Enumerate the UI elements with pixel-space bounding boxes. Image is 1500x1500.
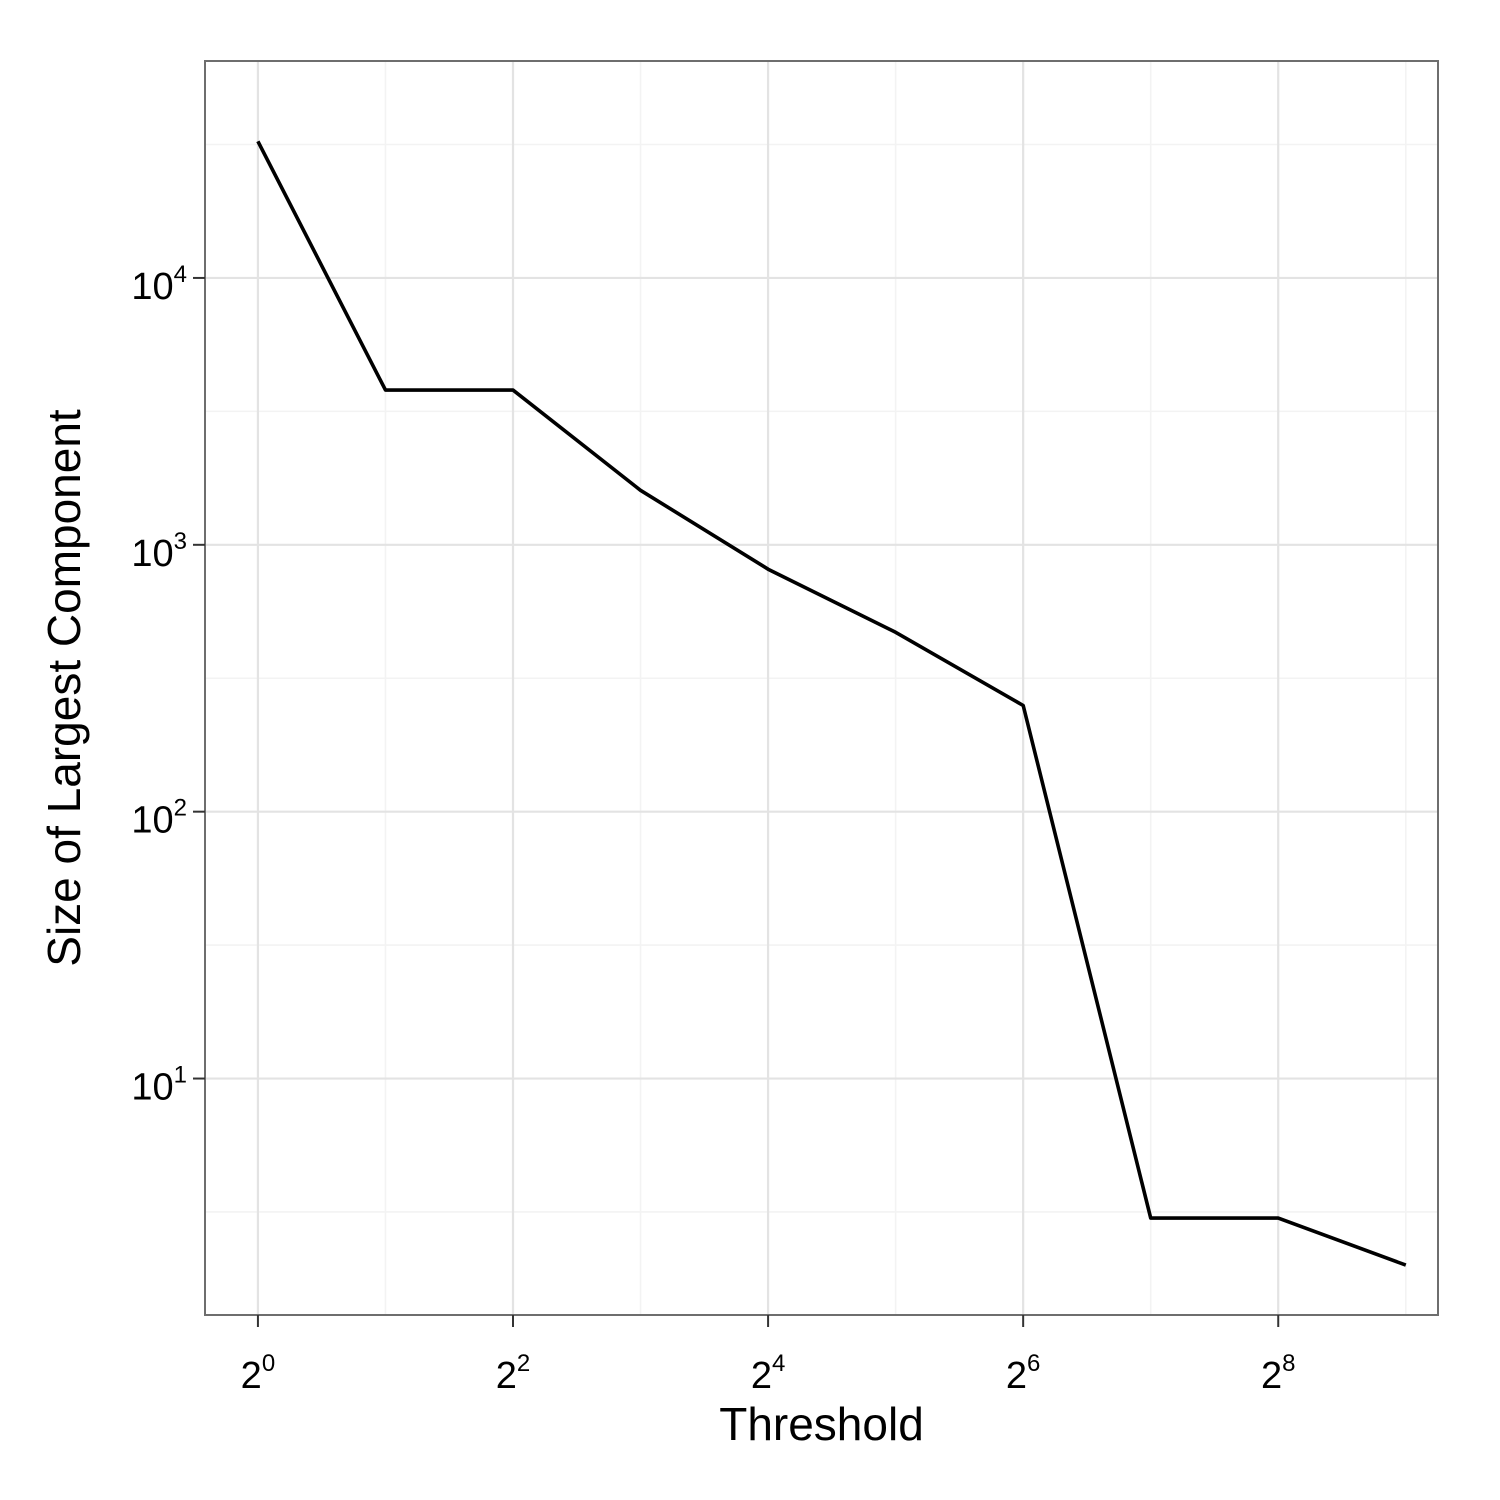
x-tick-label: 22 (496, 1350, 531, 1397)
y-tick-label: 103 (131, 528, 187, 575)
y-axis: 101 102 103 104 (131, 261, 205, 1109)
plot-border (204, 60, 1439, 1316)
series-layer (256, 140, 1407, 1267)
major-gridlines (205, 61, 1438, 1315)
x-tick-label: 24 (751, 1350, 786, 1397)
series-line (256, 140, 1407, 1267)
minor-gridlines (205, 61, 1438, 1315)
y-tick-label: 104 (131, 261, 187, 308)
y-axis-title: Size of Largest Component (38, 409, 90, 967)
x-axis-title: Threshold (719, 1398, 924, 1450)
x-tick-label: 20 (241, 1350, 276, 1397)
x-axis: 20 22 24 26 28 (241, 1315, 1296, 1397)
plot-panel (205, 61, 1438, 1315)
x-tick-label: 28 (1261, 1350, 1296, 1397)
y-tick-label: 102 (131, 795, 187, 842)
y-tick-label: 101 (131, 1062, 187, 1109)
x-tick-label: 26 (1006, 1350, 1041, 1397)
